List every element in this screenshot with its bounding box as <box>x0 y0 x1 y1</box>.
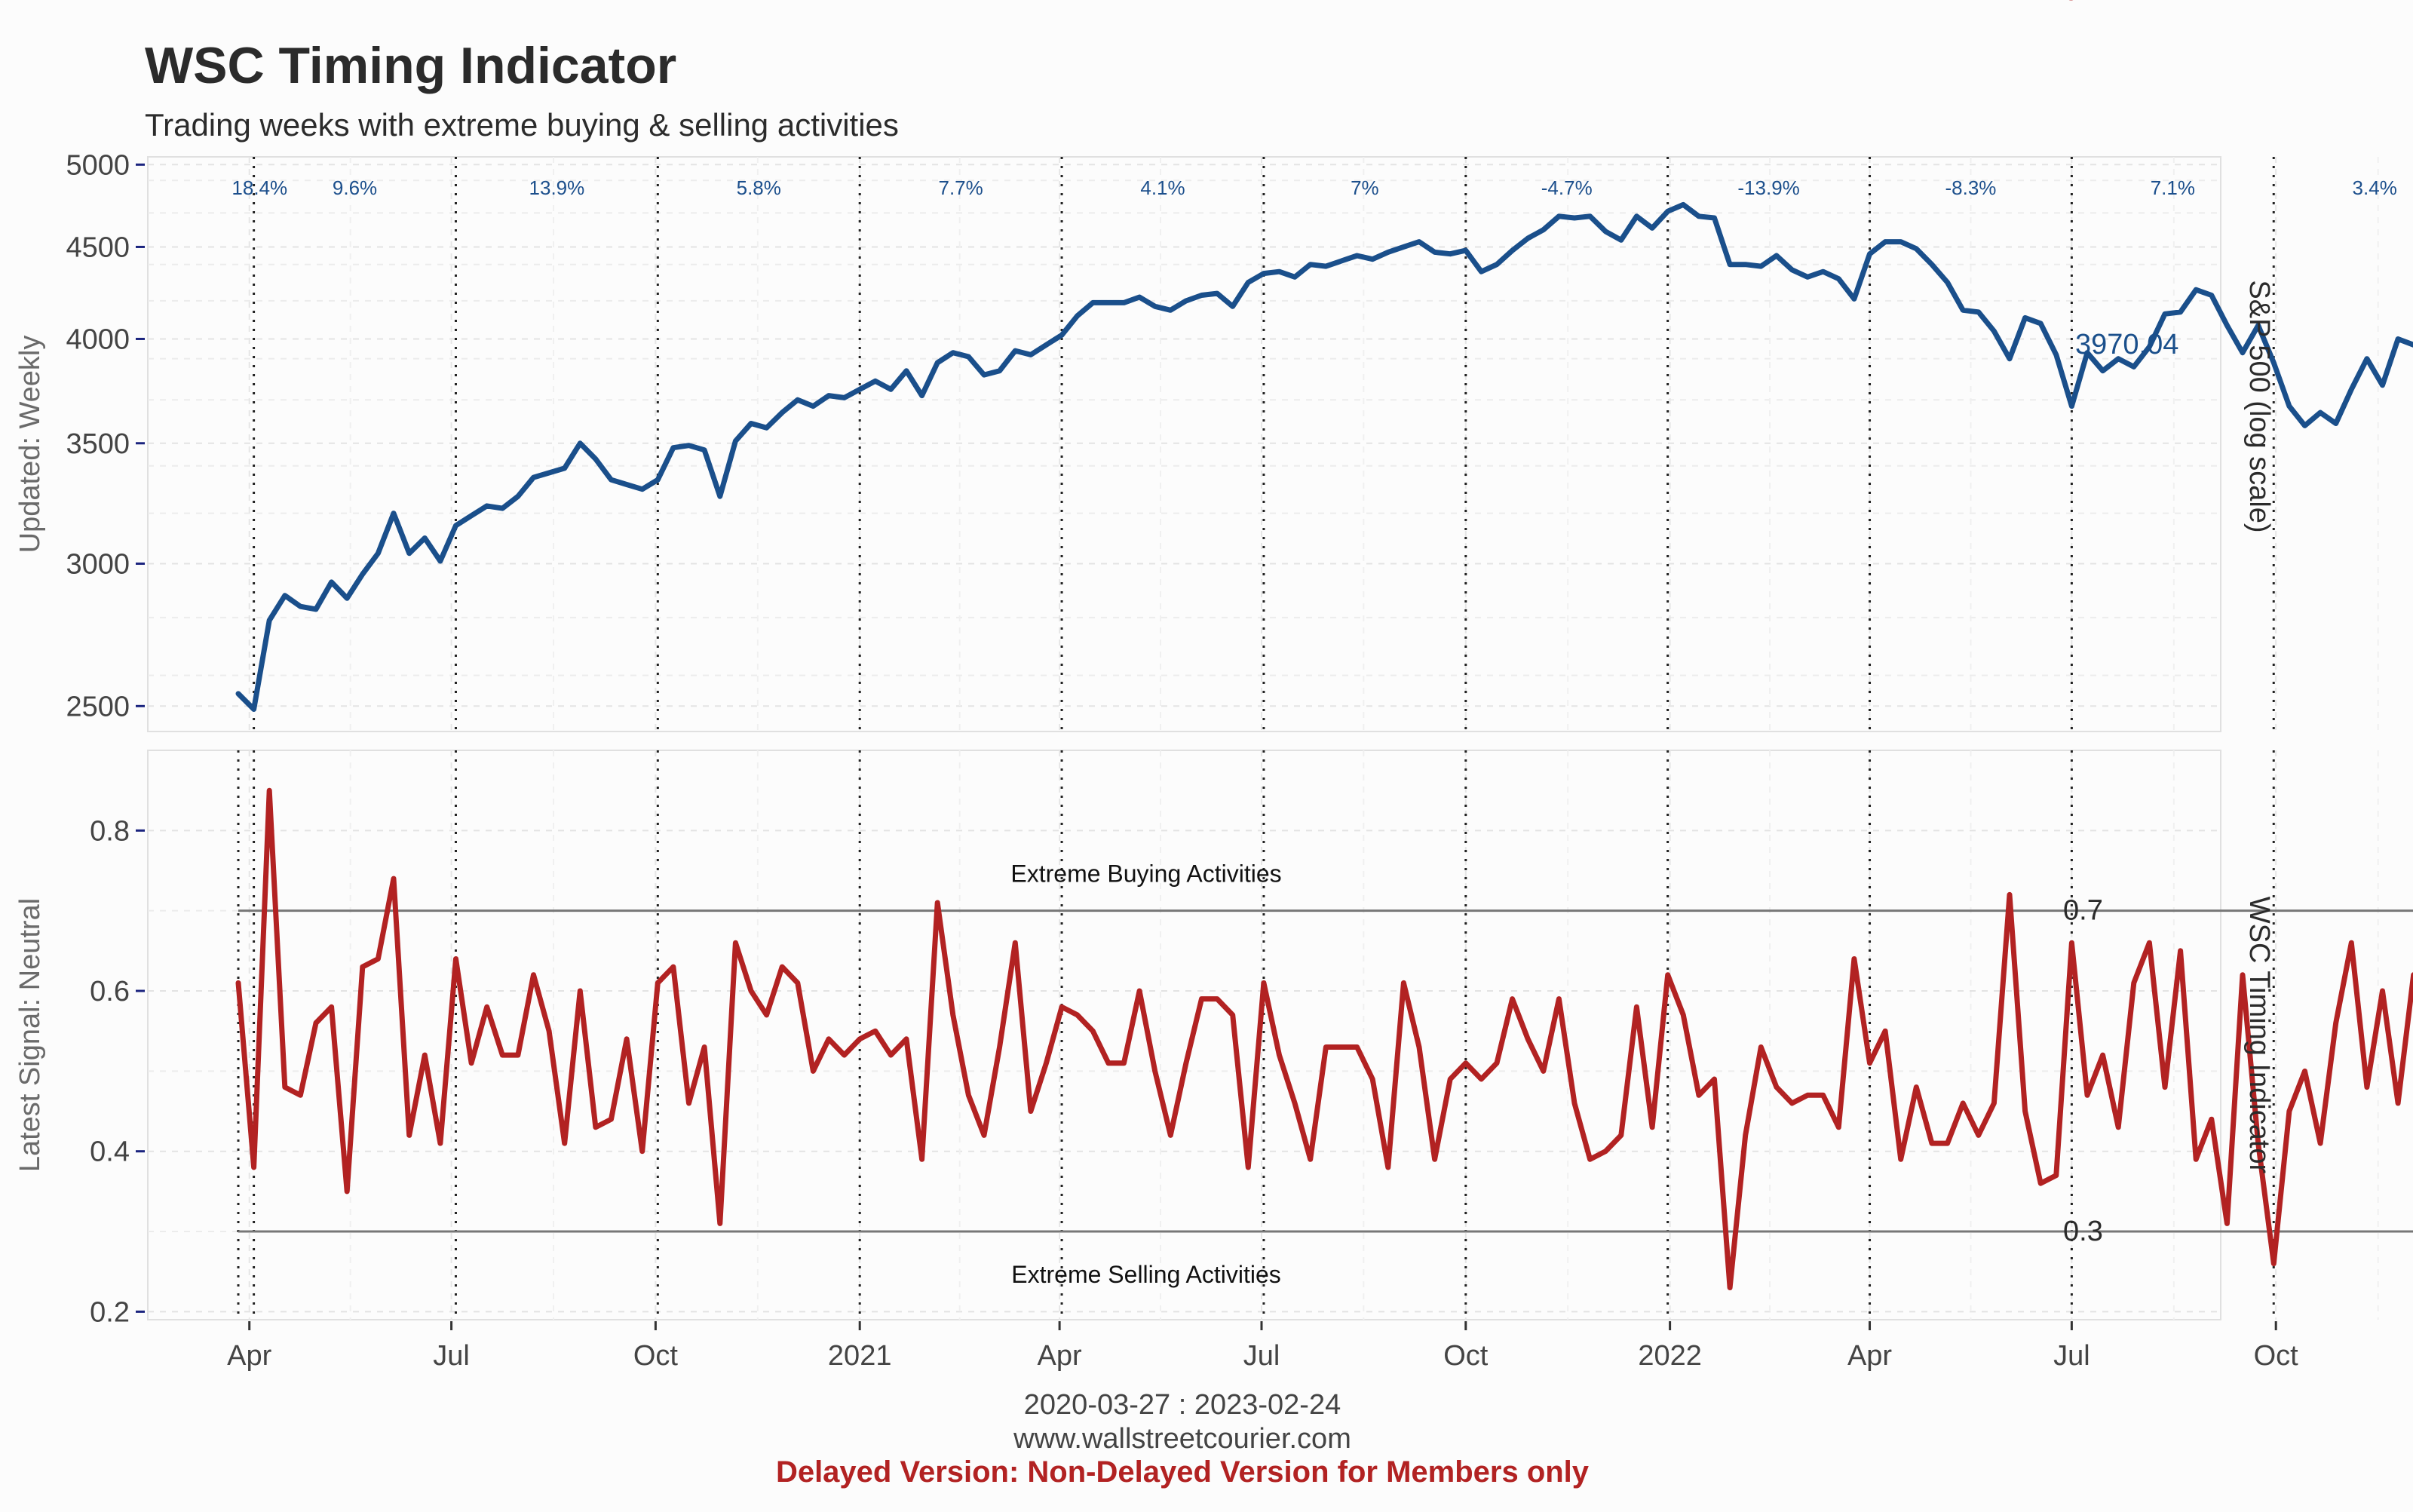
indicator-panel: 0.2 0.4 0.6 0.8 0.7 Extreme Buying Activities… <box>14 0 2413 1328</box>
x-axis: AprJulOct2021AprJulOct2022AprJulOct2023 <box>227 1321 2299 1372</box>
x-tick-label: Oct <box>1443 1340 1489 1372</box>
extreme-selling-label: Extreme Selling Activities <box>1011 1261 1280 1288</box>
x-tick-label: 2021 <box>828 1340 892 1372</box>
quarter-return-label: 13.9% <box>529 176 585 199</box>
bottom-ytick-label: 0.2 <box>90 1296 130 1328</box>
bottom-ytick-label: 0.4 <box>90 1136 130 1168</box>
x-tick-label: 2022 <box>1638 1340 1702 1372</box>
sp500-line <box>235 201 2413 712</box>
x-tick-label: Apr <box>1847 1340 1892 1372</box>
threshold-label: 0.7 <box>2063 895 2103 927</box>
x-tick-label: Oct <box>633 1340 679 1372</box>
indicator-line <box>235 787 2413 1290</box>
top-ylabel-right: S&P 500 (log scale) <box>2243 280 2275 532</box>
quarter-return-label: 5.8% <box>737 176 781 199</box>
quarter-return-label: -13.9% <box>1737 176 1799 199</box>
x-tick-label: Apr <box>227 1340 271 1372</box>
quarter-return-label: 18.4% <box>231 176 287 199</box>
bottom-ylabel-left: Latest Signal: Neutral <box>14 898 46 1172</box>
quarter-return-label: 3.4% <box>2353 176 2397 199</box>
threshold-label: 0.3 <box>2063 1216 2103 1247</box>
top-ylabel-left: Updated: Weekly <box>14 336 46 554</box>
sp500-panel: 2500 3000 3500 4000 4500 5000 18.4% 9.6% 13.9% 5.… <box>14 149 2413 732</box>
extreme-buying-label: Extreme Buying Activities <box>1010 860 1281 888</box>
top-panel-frame <box>147 156 2221 732</box>
bottom-panel-frame <box>147 750 2221 1320</box>
chart-subtitle: Trading weeks with extreme buying & sell… <box>145 107 899 143</box>
quarter-return-label: 7.7% <box>938 176 983 199</box>
delayed-version-notice: Delayed Version: Non-Delayed Version for… <box>776 1455 1590 1489</box>
quarter-return-label: -8.3% <box>1945 176 1996 199</box>
top-ytick-label: 4000 <box>66 324 130 355</box>
x-tick-label: Jul <box>2053 1340 2090 1372</box>
indicator-last-value: 0.4 <box>2063 0 2103 7</box>
quarter-return-label: 9.6% <box>333 176 377 199</box>
x-tick-label: Apr <box>1038 1340 1082 1372</box>
quarter-return-label: 7.1% <box>2151 176 2195 199</box>
date-range: 2020-03-27 : 2023-02-24 <box>1024 1389 1341 1421</box>
bottom-ytick-label: 0.6 <box>90 976 130 1007</box>
sp500-last-value: 3970.04 <box>2075 329 2178 360</box>
chart-title: WSC Timing Indicator <box>145 37 676 94</box>
bottom-ylabel-right: WSC Timing Indicator <box>2243 897 2275 1174</box>
quarter-return-label: 4.1% <box>1140 176 1185 199</box>
x-tick-label: Jul <box>433 1340 470 1372</box>
quarter-return-label: -4.7% <box>1541 176 1593 199</box>
top-ytick-label: 5000 <box>66 149 130 181</box>
top-ytick-label: 3500 <box>66 428 130 460</box>
bottom-ytick-label: 0.8 <box>90 815 130 847</box>
top-ytick-label: 4500 <box>66 232 130 263</box>
x-tick-label: Jul <box>1243 1340 1280 1372</box>
top-ytick-label: 2500 <box>66 691 130 722</box>
top-ytick-label: 3000 <box>66 548 130 580</box>
quarter-return-label: 7% <box>1351 176 1379 199</box>
website-link[interactable]: www.wallstreetcourier.com <box>1013 1423 1351 1455</box>
x-tick-label: Oct <box>2254 1340 2299 1372</box>
